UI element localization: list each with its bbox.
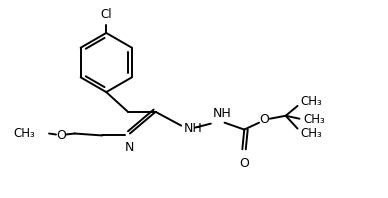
Text: O: O bbox=[259, 113, 269, 126]
Text: NH: NH bbox=[213, 107, 232, 120]
Text: N: N bbox=[125, 141, 135, 154]
Text: O: O bbox=[239, 157, 249, 170]
Text: CH₃: CH₃ bbox=[300, 95, 322, 109]
Text: CH₃: CH₃ bbox=[300, 127, 322, 140]
Text: Cl: Cl bbox=[100, 8, 112, 21]
Text: O: O bbox=[56, 129, 66, 142]
Text: CH₃: CH₃ bbox=[14, 127, 35, 140]
Text: CH₃: CH₃ bbox=[303, 113, 325, 126]
Text: NH: NH bbox=[184, 122, 203, 135]
